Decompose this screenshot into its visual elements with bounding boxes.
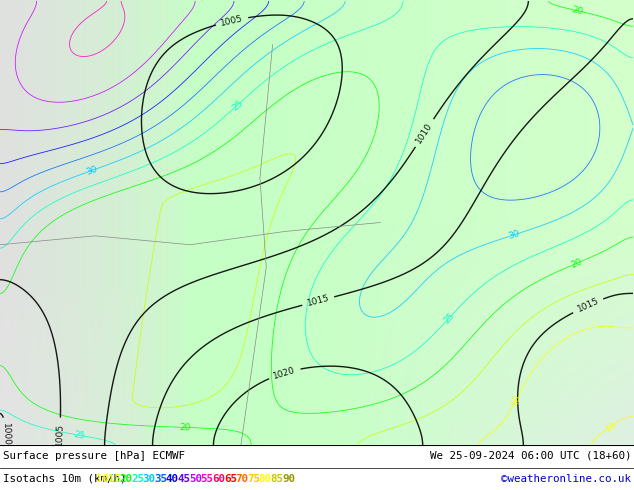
Text: 20: 20 [119,474,133,484]
Text: 1020: 1020 [273,366,297,381]
Text: ©weatheronline.co.uk: ©weatheronline.co.uk [501,474,631,484]
Text: 1005: 1005 [55,422,65,445]
Text: 25: 25 [131,474,144,484]
Text: Surface pressure [hPa] ECMWF: Surface pressure [hPa] ECMWF [3,451,185,461]
Text: 40: 40 [165,474,179,484]
Text: 1000: 1000 [1,422,10,445]
Text: 55: 55 [200,474,214,484]
Text: 1015: 1015 [306,294,330,308]
Text: 85: 85 [270,474,283,484]
Text: 65: 65 [224,474,237,484]
Text: 10: 10 [604,419,618,433]
Text: 10: 10 [96,474,109,484]
Text: 50: 50 [189,474,202,484]
Text: We 25-09-2024 06:00 UTC (18+60): We 25-09-2024 06:00 UTC (18+60) [429,451,631,461]
Text: Isotachs 10m (km/h): Isotachs 10m (km/h) [3,474,127,484]
Text: 30: 30 [143,474,155,484]
Text: 70: 70 [235,474,249,484]
Text: 20: 20 [179,423,191,432]
Text: 15: 15 [108,474,120,484]
Text: 90: 90 [282,474,295,484]
Text: 80: 80 [259,474,272,484]
Text: 60: 60 [212,474,225,484]
Text: 20: 20 [570,257,584,270]
Text: 1010: 1010 [415,121,434,145]
Text: 1015: 1015 [576,296,600,314]
Text: 25: 25 [442,311,456,325]
Text: 25: 25 [73,430,86,441]
Text: 30: 30 [507,229,521,241]
Text: 25: 25 [230,98,245,112]
Text: 10: 10 [509,393,522,407]
Text: 35: 35 [154,474,167,484]
Text: 45: 45 [178,474,190,484]
Text: 30: 30 [85,164,99,176]
Text: 75: 75 [247,474,260,484]
Text: 20: 20 [571,5,583,16]
Text: 1005: 1005 [220,14,244,28]
